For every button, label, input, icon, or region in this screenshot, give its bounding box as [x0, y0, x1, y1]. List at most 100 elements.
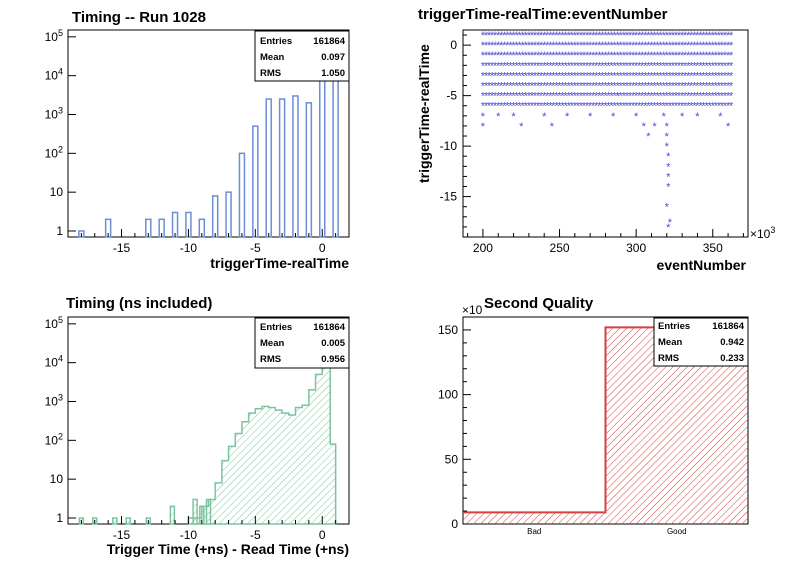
panel1-y-tick-label: 1	[56, 224, 63, 238]
panel2-y-tick-label: 0	[450, 38, 457, 52]
panel2-point: *	[704, 101, 709, 113]
panel4-entries-value: 161864	[712, 321, 744, 332]
panel2-point: *	[533, 91, 538, 103]
panel2-point: *	[484, 81, 489, 93]
panel2-point: *	[704, 40, 709, 52]
panel2-point: *	[557, 91, 562, 103]
panel2-point: *	[695, 81, 700, 93]
panel2-point: *	[594, 60, 599, 72]
panel2-point: *	[717, 30, 722, 42]
panel2-point: *	[668, 30, 673, 42]
panel2-point: *	[548, 30, 553, 42]
panel2-point: *	[560, 30, 565, 42]
panel2-point: *	[527, 101, 532, 113]
panel2-point: *	[487, 101, 492, 113]
panel2-point: *	[689, 50, 694, 62]
panel2-point: *	[564, 70, 569, 82]
panel2-point: *	[643, 91, 648, 103]
panel4-y-tick-label: 100	[438, 388, 458, 402]
panel2-point: *	[548, 101, 553, 113]
panel2-point: *	[533, 40, 538, 52]
panel2-point: *	[539, 81, 544, 93]
panel2-point: *	[545, 70, 550, 82]
panel2-point: *	[677, 70, 682, 82]
panel2-point: *	[686, 101, 691, 113]
panel2-point: *	[487, 70, 492, 82]
panel2-point: *	[708, 50, 713, 62]
panel2-point: *	[594, 30, 599, 42]
panel2-point: *	[579, 101, 584, 113]
panel2-y-label: triggerTime-realTime	[416, 44, 432, 183]
panel2-point: *	[567, 30, 572, 42]
panel2-point: *	[655, 60, 660, 72]
panel2-point: *	[680, 111, 685, 123]
panel2-point: *	[631, 60, 636, 72]
panel2-point: *	[726, 91, 731, 103]
panel2-point: *	[560, 101, 565, 113]
panel2-point: *	[717, 101, 722, 113]
panel2-point: *	[551, 50, 556, 62]
panel2-point: *	[695, 111, 700, 123]
panel2-point: *	[481, 91, 486, 103]
panel2-point: *	[582, 40, 587, 52]
panel2-point: *	[484, 50, 489, 62]
panel2-point: *	[502, 50, 507, 62]
panel2-point: *	[536, 40, 541, 52]
panel2-point: *	[603, 40, 608, 52]
panel2-point: *	[548, 40, 553, 52]
panel3-x-tick-label: -15	[113, 528, 131, 542]
panel2-point: *	[622, 101, 627, 113]
panel2-point: *	[567, 60, 572, 72]
panel2-point: *	[646, 60, 651, 72]
panel2-point: *	[484, 40, 489, 52]
panel2-point: *	[560, 60, 565, 72]
panel2-point: *	[625, 60, 630, 72]
panel2-point: *	[729, 70, 734, 82]
panel2-point: *	[481, 60, 486, 72]
panel4-rms-value: 0.233	[720, 353, 744, 364]
panel2-point: *	[680, 70, 685, 82]
panel2-point: *	[689, 40, 694, 52]
panel2-point: *	[603, 81, 608, 93]
panel2-point: *	[619, 30, 624, 42]
panel2-y-tick-label: -15	[440, 190, 458, 204]
panel2-point: *	[536, 70, 541, 82]
panel2-point: *	[628, 81, 633, 93]
panel2-point: *	[527, 60, 532, 72]
panel2-point: *	[622, 30, 627, 42]
panel2-point: *	[611, 111, 616, 123]
panel2-point: *	[514, 70, 519, 82]
panel2-point: *	[603, 50, 608, 62]
panel2-point: *	[625, 70, 630, 82]
panel2-point: *	[600, 91, 605, 103]
panel4-category-label: Good	[667, 527, 687, 536]
panel2-point: *	[505, 60, 510, 72]
panel2-point: *	[686, 40, 691, 52]
panel2-point: *	[628, 30, 633, 42]
panel1-x-label: triggerTime-realTime	[210, 255, 349, 271]
panel2-point: *	[573, 30, 578, 42]
panel2-point: *	[634, 60, 639, 72]
panel2-point: *	[570, 50, 575, 62]
panel2-point: *	[665, 60, 670, 72]
panel1-mean-label: Mean	[260, 52, 284, 63]
panel2-point: *	[680, 40, 685, 52]
panel2-point: *	[597, 81, 602, 93]
panel2-point: *	[625, 91, 630, 103]
panel2-point: *	[524, 30, 529, 42]
panel2-point: *	[726, 50, 731, 62]
panel2-point: *	[545, 81, 550, 93]
panel1-bar	[211, 195, 219, 238]
panel1-y-tick-label: 10	[50, 185, 64, 199]
panel2-point: *	[640, 91, 645, 103]
panel2-point: *	[711, 40, 716, 52]
panel2-point: *	[560, 50, 565, 62]
panel2-point: *	[564, 50, 569, 62]
panel2-point: *	[554, 40, 559, 52]
panel2-point: *	[573, 60, 578, 72]
panel2-point: *	[542, 70, 547, 82]
panel2-point: *	[518, 91, 523, 103]
panel2-point: *	[637, 30, 642, 42]
panel2-point: *	[729, 101, 734, 113]
